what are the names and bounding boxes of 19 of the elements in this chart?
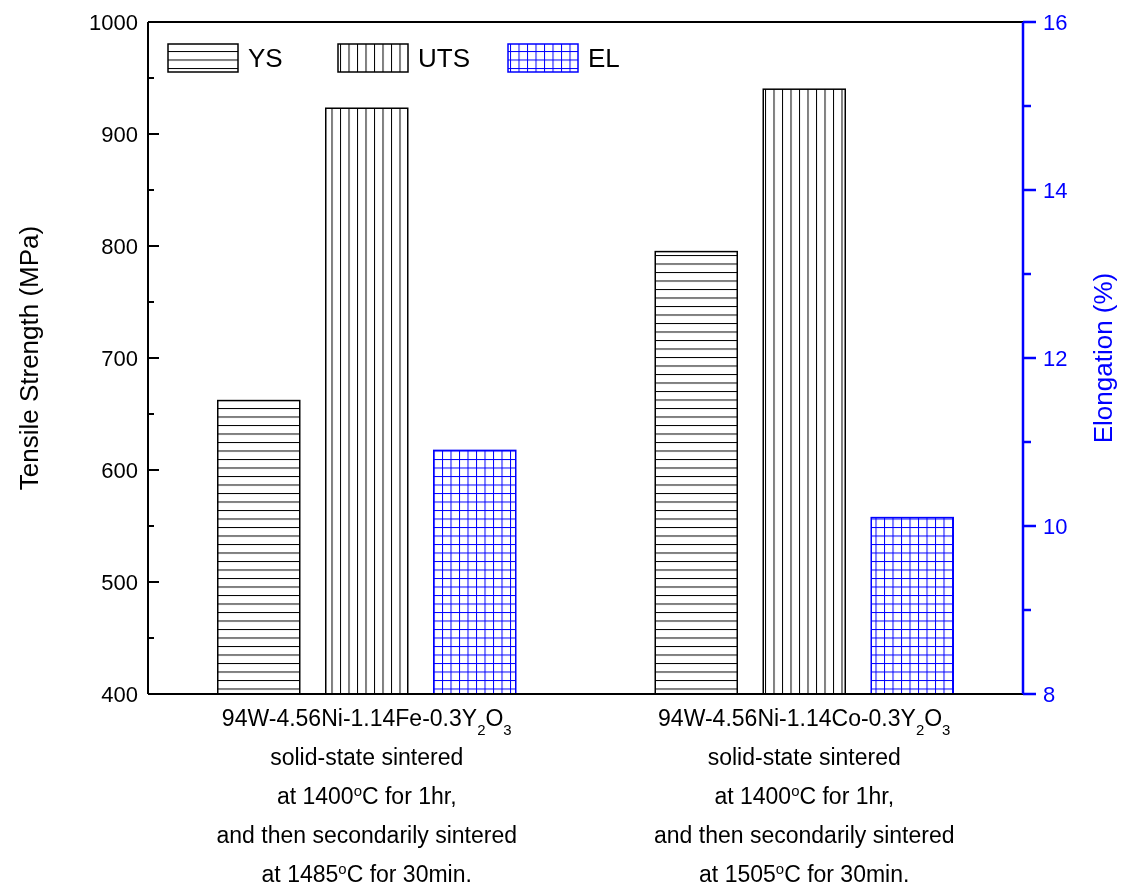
category-label: 94W-4.56Ni-1.14Co-0.3Y$_{2}$O$_{3}$ solid-state sintered at 1400$^{o}$C for 1hr, and then secondarily sintered at 1505$^{o}$C for 30min. bbox=[654, 705, 955, 887]
y-axis-title: Tensile Strength (MPa) bbox=[14, 225, 44, 491]
y-tick-label: 1000 bbox=[89, 9, 138, 35]
category-label: 94W-4.56Ni-1.14Fe-0.3Y$_{2}$O$_{3}$ solid-state sintered at 1400$^{o}$C for 1hr, and then secondarily sintered at 1485$^{o}$C for 30min. bbox=[216, 705, 517, 887]
y-tick-label: 900 bbox=[101, 121, 138, 147]
legend-label: UTS bbox=[418, 43, 470, 74]
y-tick-label: 400 bbox=[101, 681, 138, 707]
y-tick-label: 800 bbox=[101, 233, 138, 259]
y2-tick-label: 12 bbox=[1043, 345, 1068, 371]
y-tick-label: 700 bbox=[101, 345, 138, 371]
y2-tick-label: 10 bbox=[1043, 513, 1068, 539]
y2-tick-label: 16 bbox=[1043, 9, 1068, 35]
y-tick-label: 600 bbox=[101, 457, 138, 483]
y2-axis-title: Elongation (%) bbox=[1088, 272, 1118, 444]
y2-tick-label: 14 bbox=[1043, 177, 1068, 203]
y2-tick-label: 8 bbox=[1043, 681, 1056, 707]
legend-label: YS bbox=[248, 43, 283, 74]
y-tick-label: 500 bbox=[101, 569, 138, 595]
legend-label: EL bbox=[588, 43, 620, 74]
